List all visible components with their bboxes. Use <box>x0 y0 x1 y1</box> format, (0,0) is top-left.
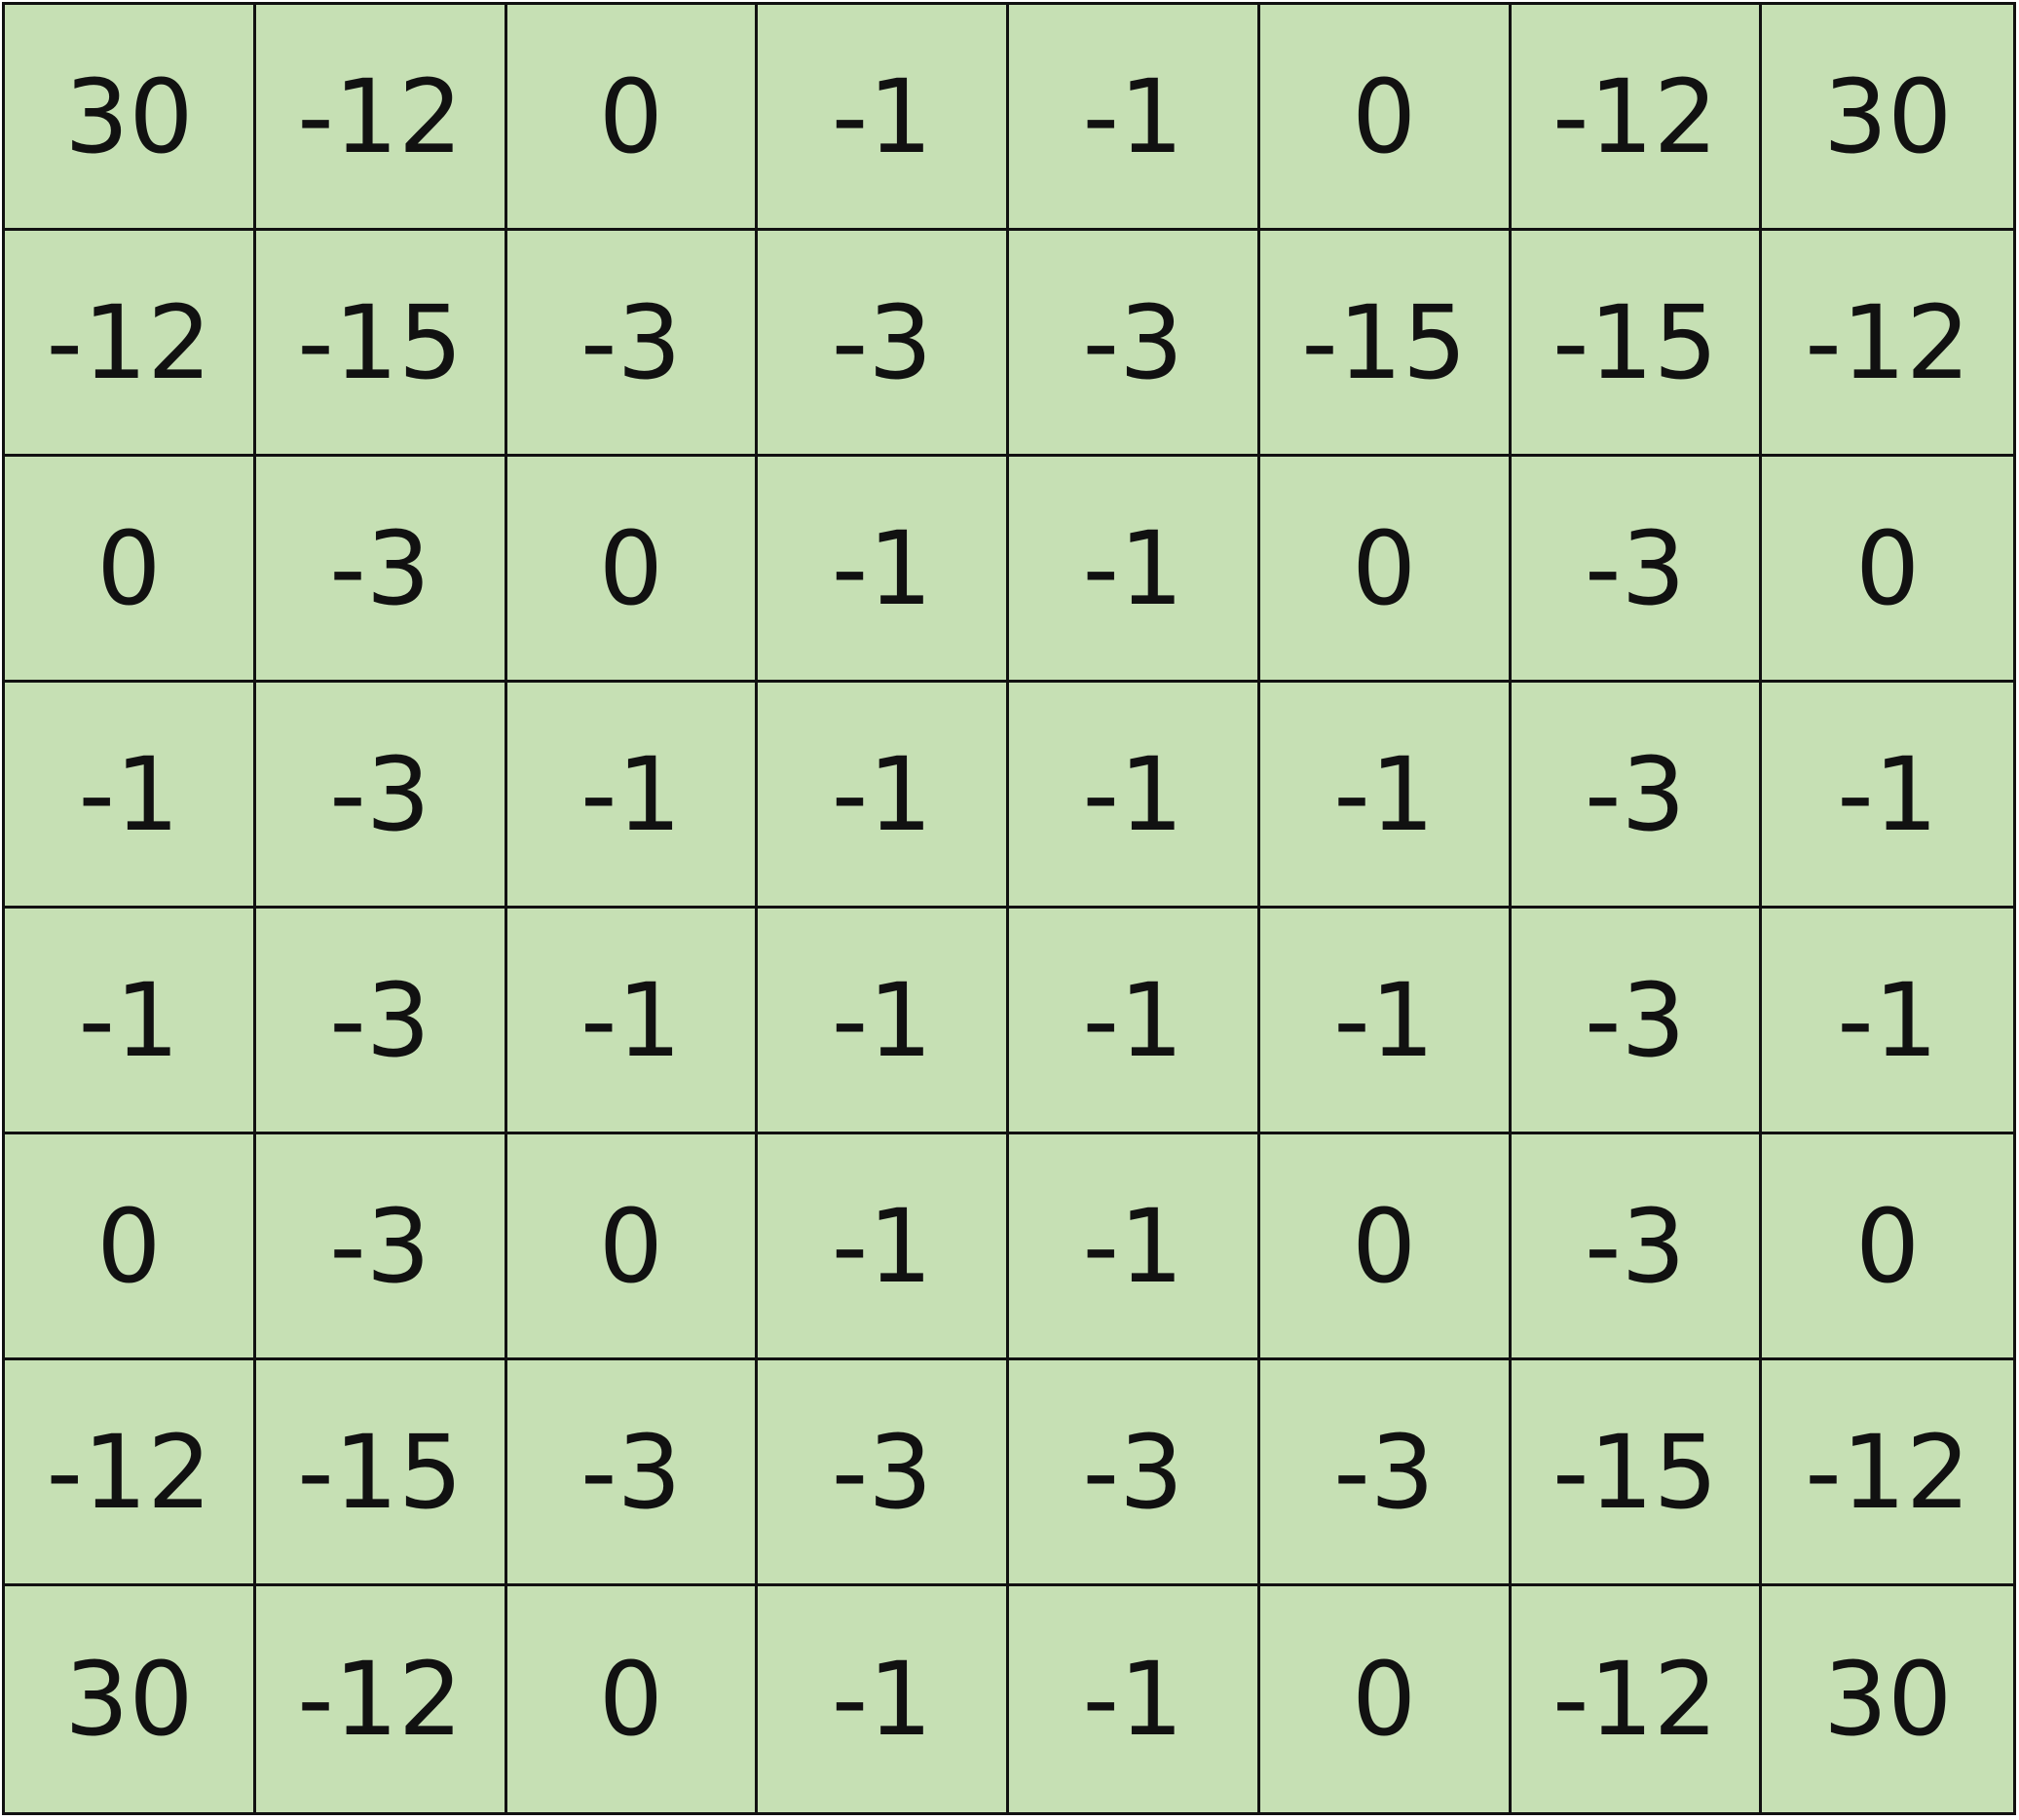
grid-cell: -3 <box>1511 683 1763 909</box>
grid-cell: -1 <box>1009 457 1260 683</box>
grid-cell: 30 <box>5 1586 256 1812</box>
grid-cell: -1 <box>1009 909 1260 1134</box>
grid-cell: 30 <box>5 5 256 231</box>
grid-cell: -3 <box>1009 231 1260 457</box>
grid-cell: 0 <box>1762 457 2013 683</box>
grid-cell: -1 <box>506 909 759 1134</box>
grid-cell: -12 <box>5 231 256 457</box>
grid-cell: -3 <box>758 231 1009 457</box>
grid-cell: 0 <box>506 457 759 683</box>
grid-cell: 30 <box>1822 1640 1953 1759</box>
grid-cell: -12 <box>1512 1586 1763 1812</box>
grid-cell: -12 <box>5 1360 256 1586</box>
grid-cell: -1 <box>1762 683 2013 909</box>
grid-cell: -1 <box>758 457 1009 683</box>
grid-cell: 0 <box>5 457 256 683</box>
grid-cell: -15 <box>255 231 507 457</box>
grid-cell: 30 <box>1762 5 2013 231</box>
grid-cell: -15 <box>255 1360 507 1586</box>
grid-cell: -1 <box>1259 683 1512 909</box>
grid-cell: -3 <box>1511 457 1763 683</box>
grid-cell: -1 <box>758 5 1009 231</box>
grid-cell: -3 <box>1511 1134 1763 1360</box>
grid-cell: -12 <box>1762 1360 2013 1586</box>
grid-cell: 0 <box>1762 1134 2013 1360</box>
grid-cell: -3 <box>255 683 507 909</box>
grid-cell: -12 <box>256 1586 507 1812</box>
grid-cell: -12 <box>1511 5 1763 231</box>
grid-cell: 0 <box>1259 457 1512 683</box>
grid-cell: -1 <box>5 909 256 1134</box>
grid-cell: -15 <box>1259 231 1512 457</box>
grid-cell: 0 <box>507 1586 759 1812</box>
grid-cell: 0 <box>506 1134 759 1360</box>
grid-cell: -1 <box>1009 683 1260 909</box>
grid-cell: -3 <box>1009 1360 1260 1586</box>
grid-cell: -1 <box>758 1134 1009 1360</box>
grid-cell: -1 <box>1009 1586 1260 1812</box>
grid-cell: 0 <box>1259 1134 1512 1360</box>
grid-cell: -3 <box>255 1134 507 1360</box>
grid-cell: -1 <box>1009 1134 1260 1360</box>
grid-cell: -3 <box>1511 909 1763 1134</box>
grid-cell: -3 <box>758 1360 1009 1586</box>
grid-cell: -1 <box>1259 909 1512 1134</box>
grid-cell: -1 <box>1009 5 1260 231</box>
grid-cell: -3 <box>506 231 759 457</box>
grid-cell: 0 <box>1260 1586 1512 1812</box>
grid-cell: 0 <box>1259 5 1512 231</box>
grid-cell: -1 <box>758 683 1009 909</box>
grid-cell: -3 <box>506 1360 759 1586</box>
grid-cell: -1 <box>758 909 1009 1134</box>
grid-cell: -1 <box>506 683 759 909</box>
grid-cell: -15 <box>1511 231 1763 457</box>
grid-cell: -3 <box>255 909 507 1134</box>
grid-cell: -1 <box>758 1586 1009 1812</box>
grid-cell: 0 <box>506 5 759 231</box>
grid-cell: -12 <box>255 5 507 231</box>
grid-cell: -3 <box>1259 1360 1512 1586</box>
grid-cell: 0 <box>5 1134 256 1360</box>
grid-cell: -1 <box>5 683 256 909</box>
grid-cell: -1 <box>1762 909 2013 1134</box>
grid-cell: -3 <box>255 457 507 683</box>
grid-cell: -15 <box>1511 1360 1763 1586</box>
grid-cell: -12 <box>1762 231 2013 457</box>
